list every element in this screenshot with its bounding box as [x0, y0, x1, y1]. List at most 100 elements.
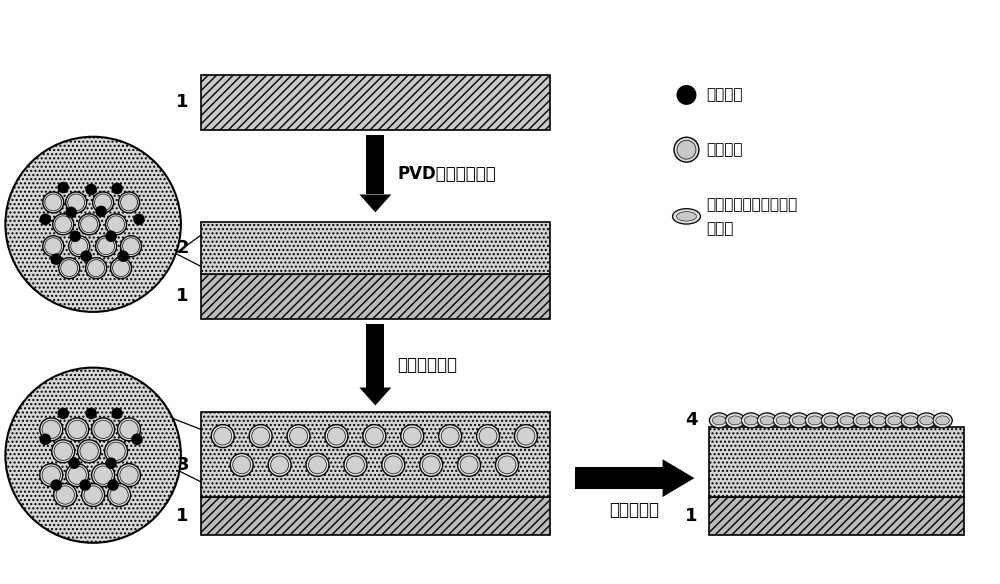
Text: 1: 1 [176, 287, 189, 305]
Ellipse shape [856, 416, 869, 425]
Bar [709, 497, 964, 535]
Circle shape [71, 238, 88, 255]
Circle shape [677, 140, 696, 159]
Circle shape [105, 231, 117, 242]
Circle shape [54, 484, 77, 506]
Circle shape [674, 137, 699, 162]
Ellipse shape [837, 413, 857, 428]
Circle shape [133, 214, 145, 225]
Text: 氮化物: 氮化物 [706, 221, 734, 236]
Bar [201, 75, 550, 130]
Circle shape [363, 425, 386, 447]
Circle shape [39, 214, 51, 225]
Circle shape [95, 206, 107, 217]
Circle shape [93, 192, 114, 213]
Bar [201, 412, 550, 497]
Circle shape [677, 85, 696, 105]
Circle shape [458, 453, 481, 477]
Circle shape [43, 236, 64, 257]
Circle shape [365, 427, 383, 445]
Ellipse shape [741, 413, 761, 428]
Circle shape [120, 420, 138, 439]
Text: 1: 1 [176, 507, 189, 525]
Circle shape [460, 456, 478, 474]
Circle shape [119, 192, 140, 213]
Ellipse shape [933, 413, 952, 428]
Circle shape [54, 442, 72, 460]
Ellipse shape [677, 211, 696, 221]
Ellipse shape [936, 416, 949, 425]
Ellipse shape [853, 413, 872, 428]
Circle shape [79, 479, 91, 491]
Circle shape [118, 464, 141, 486]
Polygon shape [359, 388, 391, 405]
Ellipse shape [757, 413, 777, 428]
Circle shape [50, 479, 62, 491]
Circle shape [53, 214, 74, 235]
Ellipse shape [888, 416, 901, 425]
Circle shape [477, 425, 500, 447]
Circle shape [68, 457, 80, 469]
Circle shape [479, 427, 497, 445]
Circle shape [68, 194, 85, 211]
Circle shape [80, 442, 98, 460]
Circle shape [514, 425, 537, 447]
Circle shape [42, 466, 60, 484]
Circle shape [252, 427, 270, 445]
Circle shape [98, 238, 115, 255]
Circle shape [95, 194, 112, 211]
Circle shape [108, 216, 125, 233]
Circle shape [325, 425, 348, 447]
Circle shape [86, 258, 107, 279]
Text: 纳米结构金属氧化物或: 纳米结构金属氧化物或 [706, 197, 798, 212]
Circle shape [88, 260, 105, 277]
Circle shape [107, 442, 125, 460]
Circle shape [111, 183, 123, 194]
Ellipse shape [917, 413, 936, 428]
Ellipse shape [840, 416, 854, 425]
Circle shape [92, 418, 115, 441]
Circle shape [42, 420, 60, 439]
Ellipse shape [885, 413, 904, 428]
Circle shape [328, 427, 345, 445]
Circle shape [287, 425, 310, 447]
Circle shape [57, 408, 69, 419]
Circle shape [111, 258, 132, 279]
Bar [201, 274, 550, 319]
Circle shape [121, 236, 141, 257]
Circle shape [123, 238, 140, 255]
Ellipse shape [901, 413, 920, 428]
Circle shape [382, 453, 405, 477]
Circle shape [111, 408, 123, 419]
Circle shape [290, 427, 308, 445]
Circle shape [120, 466, 138, 484]
Ellipse shape [869, 413, 888, 428]
Text: 金属离子注入: 金属离子注入 [397, 356, 457, 374]
Text: 3: 3 [176, 456, 189, 474]
Circle shape [79, 214, 100, 235]
Ellipse shape [709, 413, 729, 428]
Ellipse shape [904, 416, 917, 425]
Circle shape [78, 440, 101, 463]
Circle shape [40, 464, 63, 486]
Circle shape [45, 238, 62, 255]
Ellipse shape [673, 208, 700, 224]
Text: PVD沉积陶瓷薄膜: PVD沉积陶瓷薄膜 [397, 165, 496, 183]
Ellipse shape [808, 416, 822, 425]
Circle shape [66, 464, 89, 486]
Circle shape [107, 479, 119, 491]
Text: 通气体退火: 通气体退火 [610, 501, 660, 519]
Circle shape [80, 251, 92, 262]
Circle shape [306, 453, 329, 477]
Circle shape [131, 433, 143, 445]
Circle shape [230, 453, 253, 477]
Polygon shape [663, 459, 694, 497]
Circle shape [43, 192, 64, 213]
Circle shape [249, 425, 272, 447]
Text: 1: 1 [685, 507, 697, 525]
Text: 气体离子: 气体离子 [706, 88, 743, 102]
Text: 2: 2 [176, 239, 189, 257]
Circle shape [268, 453, 291, 477]
Circle shape [82, 484, 105, 506]
Circle shape [55, 216, 72, 233]
